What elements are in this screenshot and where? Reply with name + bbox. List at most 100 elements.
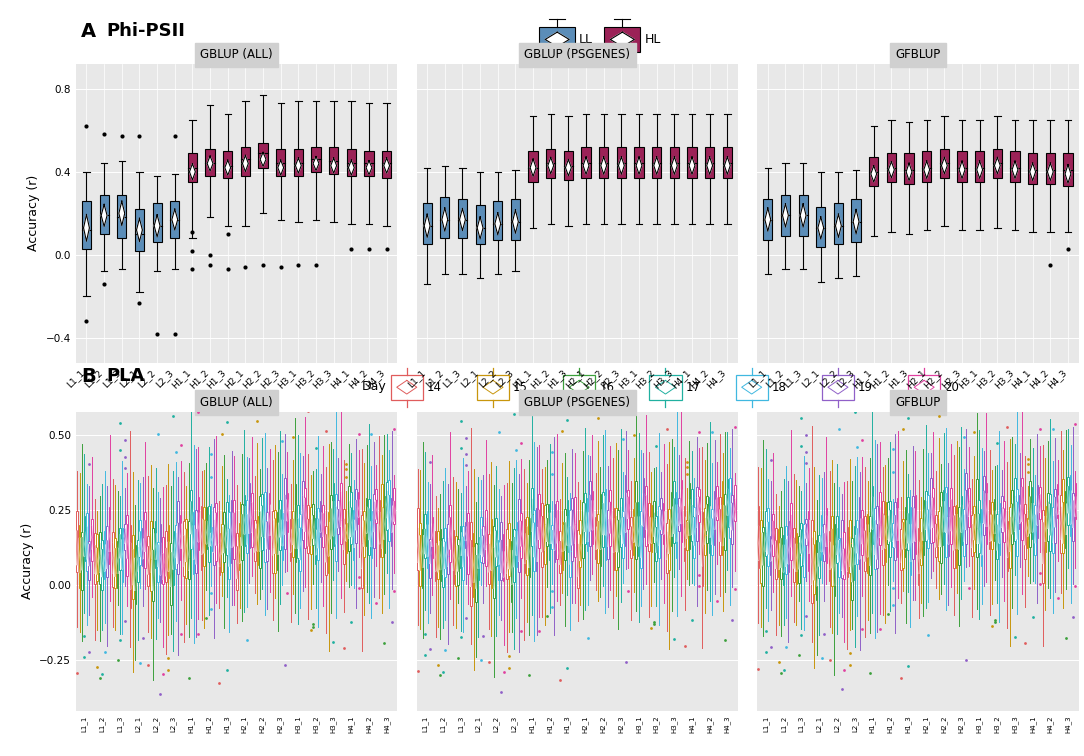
Polygon shape bbox=[656, 380, 675, 394]
Bar bbox=[225, 502, 228, 555]
Bar bbox=[546, 149, 555, 178]
Bar bbox=[310, 507, 311, 554]
Bar bbox=[216, 503, 217, 561]
Bar bbox=[140, 519, 141, 565]
Bar bbox=[637, 502, 640, 556]
Bar bbox=[1051, 507, 1054, 553]
Bar bbox=[529, 518, 530, 577]
Polygon shape bbox=[994, 157, 1001, 174]
Bar bbox=[350, 491, 352, 544]
Bar bbox=[500, 522, 502, 581]
Bar bbox=[391, 497, 392, 546]
Bar bbox=[102, 541, 103, 590]
Bar bbox=[529, 151, 538, 182]
Bar bbox=[493, 526, 494, 598]
Title: GBLUP (PSGENES): GBLUP (PSGENES) bbox=[525, 396, 630, 409]
Bar bbox=[535, 508, 538, 571]
Bar bbox=[452, 530, 454, 584]
Bar bbox=[242, 504, 243, 560]
Text: Day: Day bbox=[362, 380, 387, 393]
Bar bbox=[907, 497, 908, 550]
Bar bbox=[94, 533, 95, 584]
Polygon shape bbox=[1012, 161, 1018, 178]
Bar bbox=[491, 519, 492, 588]
Polygon shape bbox=[853, 209, 859, 234]
Bar bbox=[998, 503, 1001, 556]
Bar bbox=[760, 520, 762, 584]
Bar bbox=[322, 506, 324, 547]
Bar bbox=[1072, 493, 1074, 541]
Bar bbox=[813, 531, 815, 594]
Polygon shape bbox=[477, 217, 483, 239]
Bar bbox=[645, 485, 647, 546]
Bar bbox=[861, 510, 863, 556]
Bar bbox=[770, 536, 772, 575]
Bar bbox=[649, 374, 682, 400]
Bar bbox=[618, 510, 619, 567]
Bar bbox=[945, 487, 946, 557]
Bar bbox=[297, 504, 299, 558]
Bar bbox=[854, 526, 855, 580]
Bar bbox=[976, 479, 978, 557]
Polygon shape bbox=[296, 158, 301, 173]
Bar bbox=[580, 520, 581, 568]
Bar bbox=[720, 497, 721, 555]
Bar bbox=[117, 194, 127, 238]
Polygon shape bbox=[397, 380, 417, 394]
Bar bbox=[356, 489, 357, 543]
Polygon shape bbox=[313, 156, 319, 170]
Bar bbox=[79, 525, 80, 588]
Bar bbox=[681, 480, 682, 542]
Bar bbox=[382, 484, 383, 557]
Bar bbox=[1004, 500, 1005, 542]
Bar bbox=[518, 499, 519, 572]
Bar bbox=[137, 540, 139, 582]
Bar bbox=[1028, 153, 1037, 184]
Bar bbox=[567, 500, 568, 553]
Text: 20: 20 bbox=[944, 381, 959, 394]
Bar bbox=[524, 519, 526, 574]
Bar bbox=[726, 479, 728, 527]
Bar bbox=[153, 203, 162, 243]
Bar bbox=[836, 516, 838, 563]
Bar bbox=[569, 510, 570, 577]
Polygon shape bbox=[707, 156, 712, 175]
Bar bbox=[305, 488, 306, 548]
Bar bbox=[420, 523, 421, 586]
Polygon shape bbox=[119, 201, 125, 225]
Bar bbox=[99, 531, 101, 584]
Bar bbox=[670, 147, 679, 178]
Bar bbox=[1060, 495, 1061, 553]
Bar bbox=[393, 488, 395, 524]
Bar bbox=[1030, 481, 1031, 547]
Bar bbox=[263, 492, 266, 562]
Bar bbox=[429, 539, 430, 578]
Bar bbox=[470, 522, 472, 606]
Bar bbox=[294, 149, 302, 176]
Bar bbox=[800, 523, 802, 565]
Bar bbox=[624, 476, 627, 546]
Bar bbox=[347, 149, 356, 176]
Bar bbox=[423, 203, 431, 244]
Bar bbox=[254, 519, 256, 562]
Bar bbox=[818, 534, 820, 578]
Bar bbox=[612, 508, 615, 570]
Y-axis label: Accuracy (r): Accuracy (r) bbox=[21, 523, 34, 600]
Bar bbox=[707, 496, 708, 544]
Bar bbox=[653, 501, 655, 543]
Bar bbox=[971, 515, 972, 556]
Polygon shape bbox=[977, 161, 982, 178]
Polygon shape bbox=[83, 215, 89, 241]
Bar bbox=[539, 26, 576, 52]
Bar bbox=[709, 497, 710, 553]
Bar bbox=[556, 500, 557, 559]
Bar bbox=[577, 530, 579, 587]
Bar bbox=[1021, 478, 1023, 540]
Polygon shape bbox=[1066, 165, 1071, 183]
Bar bbox=[333, 483, 334, 546]
Text: Phi-PSII: Phi-PSII bbox=[106, 23, 185, 40]
Bar bbox=[658, 506, 659, 558]
Bar bbox=[666, 523, 668, 573]
Polygon shape bbox=[366, 161, 372, 175]
Bar bbox=[686, 520, 688, 550]
